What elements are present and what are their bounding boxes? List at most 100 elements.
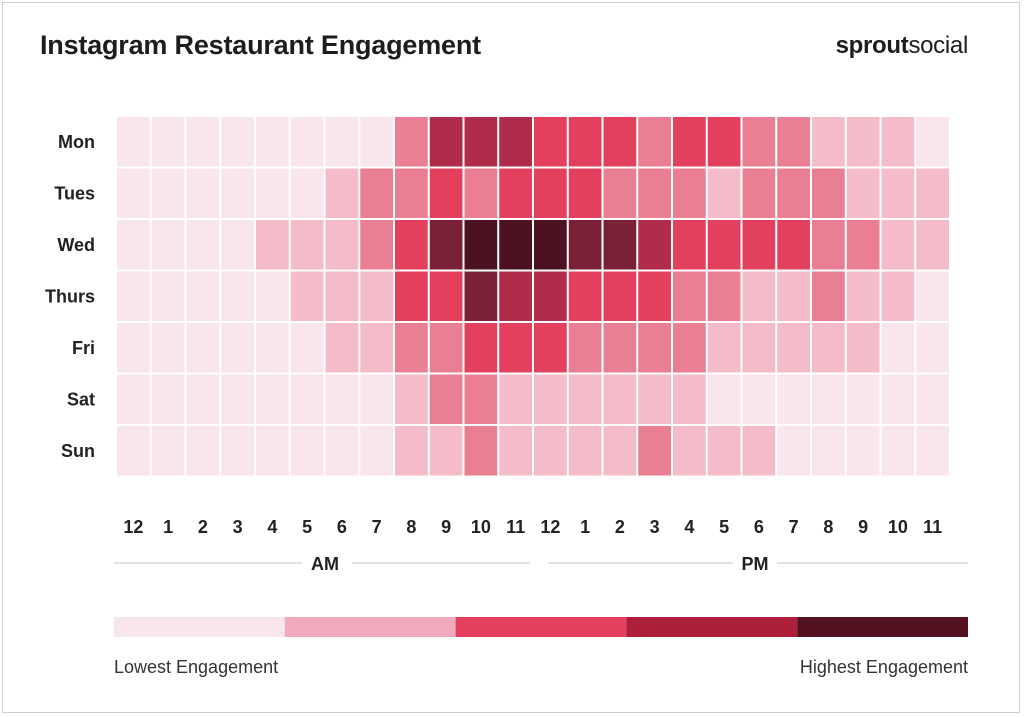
heatmap-cell [221,374,254,424]
heatmap-cell [812,168,845,218]
heatmap-cell [638,220,671,270]
heatmap-cell [256,168,289,218]
heatmap-cell [707,374,741,424]
day-label: Sun [61,441,95,461]
heatmap-cell [812,374,845,424]
heatmap-cell [881,220,915,270]
heatmap-cell [534,323,567,373]
hour-label: 5 [302,517,312,537]
hour-label: 1 [163,517,173,537]
hour-label: 3 [650,517,660,537]
heatmap-cell [256,117,289,167]
heatmap-cell [742,220,776,270]
heatmap-cell [464,271,498,321]
sprout-social-logo: sproutsocial [836,32,969,60]
heatmap-cell [916,374,949,424]
heatmap-cell [464,426,498,476]
heatmap-cell [256,220,289,270]
heatmap-cell [846,271,880,321]
hour-label: 1 [580,517,590,537]
heatmap-cell [777,271,810,321]
heatmap-cell [568,271,602,321]
day-label: Fri [72,338,95,358]
heatmap-cell [117,323,150,373]
heatmap-cell [707,168,741,218]
heatmap-cell [881,117,915,167]
heatmap-cell [290,220,324,270]
heatmap-cell [256,271,289,321]
heatmap-cell [846,323,880,373]
heatmap-cell [151,323,185,373]
legend-swatch [626,617,798,637]
heatmap-cell [603,117,637,167]
heatmap-cell [360,220,393,270]
legend-swatch [284,617,456,637]
hour-label: 7 [789,517,799,537]
heatmap-cell [221,323,254,373]
heatmap-cell [325,220,359,270]
hour-label: 10 [888,517,908,537]
heatmap-cell [429,117,463,167]
heatmap-cell [568,323,602,373]
heatmap-cell [395,271,428,321]
heatmap-cell [186,426,220,476]
heatmap-cell [290,271,324,321]
heatmap-cell [742,271,776,321]
heatmap-cell [638,323,671,373]
heatmap-cell [568,168,602,218]
heatmap-cell [499,374,532,424]
hour-label: 2 [198,517,208,537]
heatmap-cell [429,323,463,373]
heatmap-cell [186,220,220,270]
heatmap-cell [151,117,185,167]
heatmap-cell [464,220,498,270]
heatmap-cell [777,374,810,424]
hour-label: 11 [506,517,525,537]
chart-title: Instagram Restaurant Engagement [40,30,481,60]
heatmap-cell [290,117,324,167]
heatmap-cell [707,323,741,373]
heatmap-cell [429,220,463,270]
heatmap-cell [707,271,741,321]
heatmap-cell [916,426,949,476]
heatmap-cell [117,168,150,218]
heatmap-cell [603,374,637,424]
hour-label: 7 [372,517,382,537]
heatmap-cell [290,323,324,373]
heatmap-cell [221,117,254,167]
heatmap-cell [846,220,880,270]
heatmap-cell [360,271,393,321]
heatmap-cell [742,426,776,476]
heatmap-cell [638,117,671,167]
heatmap-cell [395,323,428,373]
heatmap-cell [186,271,220,321]
heatmap-cell [256,426,289,476]
heatmap-cell [429,168,463,218]
heatmap-cell [464,168,498,218]
heatmap-cell [568,220,602,270]
heatmap-cell [881,374,915,424]
pm-label: PM [742,554,769,574]
day-label: Thurs [45,286,95,306]
hour-label: 9 [441,517,451,537]
heatmap-cell [325,323,359,373]
heatmap-cell [256,323,289,373]
heatmap-cell [707,220,741,270]
heatmap-cell [742,374,776,424]
heatmap-cell [881,168,915,218]
heatmap-cell [881,323,915,373]
heatmap-cell [499,117,532,167]
hour-label: 4 [267,517,277,537]
hour-label: 6 [754,517,764,537]
legend-swatch [114,617,285,637]
heatmap-cell [846,168,880,218]
heatmap-cell [846,117,880,167]
hour-label: 12 [540,517,560,537]
heatmap-cell [568,426,602,476]
logo-word-social: social [908,32,968,59]
heatmap-cell [638,168,671,218]
heatmap-cell [186,323,220,373]
heatmap-cell [256,374,289,424]
heatmap-cell [186,117,220,167]
heatmap-cell [221,168,254,218]
